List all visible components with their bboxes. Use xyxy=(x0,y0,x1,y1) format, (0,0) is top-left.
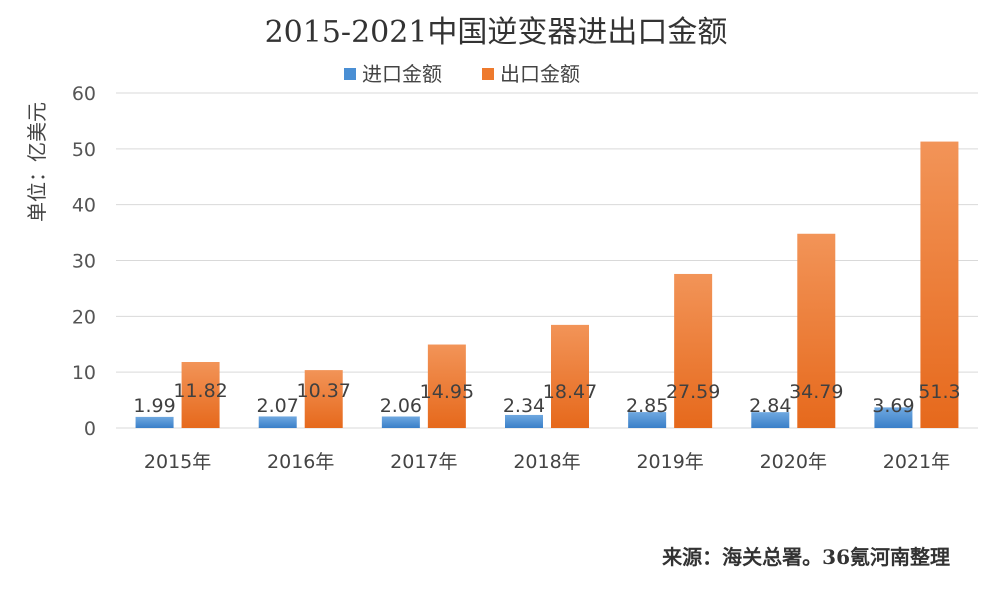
data-label: 2.07 xyxy=(257,395,299,417)
y-axis-ticks: 0 10 20 30 40 50 60 xyxy=(72,83,96,440)
bar-export xyxy=(674,273,713,428)
x-tick-label: 2019年 xyxy=(636,451,703,473)
x-axis-ticks: 2015年 2016年 2017年 2018年 2019年 2020年 2021年 xyxy=(144,451,950,473)
y-tick-label: 20 xyxy=(72,306,96,328)
gridlines xyxy=(116,92,978,429)
data-label: 2.34 xyxy=(503,395,545,417)
data-label: 10.37 xyxy=(297,380,351,402)
y-tick-label: 40 xyxy=(72,195,96,217)
data-label: 1.99 xyxy=(133,395,175,417)
legend-swatch xyxy=(344,68,356,80)
data-label: 11.82 xyxy=(173,380,227,402)
data-label: 2.84 xyxy=(749,395,791,417)
data-label: 27.59 xyxy=(666,381,720,403)
bars xyxy=(135,141,959,428)
bar-import xyxy=(628,412,667,428)
x-tick-label: 2015年 xyxy=(144,451,211,473)
bar-export xyxy=(427,344,466,428)
y-tick-label: 30 xyxy=(72,251,96,273)
data-label: 2.85 xyxy=(626,395,668,417)
bar-import xyxy=(874,407,913,428)
legend-label: 进口金额 xyxy=(362,62,442,86)
data-label: 2.06 xyxy=(380,395,422,417)
data-label: 51.3 xyxy=(918,381,960,403)
bar-export xyxy=(920,141,959,428)
y-axis-label: 单位：亿美元 xyxy=(25,102,49,222)
legend: 进口金额 出口金额 xyxy=(344,62,580,86)
bar-export xyxy=(181,362,220,428)
bar-import xyxy=(258,416,297,428)
bar-export xyxy=(797,233,836,428)
bar-import xyxy=(751,412,790,428)
y-tick-label: 10 xyxy=(72,362,96,384)
bar-import xyxy=(381,416,420,428)
y-tick-label: 50 xyxy=(72,139,96,161)
data-label: 34.79 xyxy=(789,381,843,403)
x-tick-label: 2018年 xyxy=(513,451,580,473)
legend-swatch xyxy=(482,68,494,80)
x-tick-label: 2017年 xyxy=(390,451,457,473)
x-tick-label: 2021年 xyxy=(883,451,950,473)
y-tick-label: 0 xyxy=(84,418,96,440)
x-tick-label: 2020年 xyxy=(760,451,827,473)
legend-label: 出口金额 xyxy=(500,62,580,86)
source-note: 来源：海关总署。36氪河南整理 xyxy=(661,545,950,569)
bar-export xyxy=(304,370,343,428)
data-label: 3.69 xyxy=(872,395,914,417)
bar-import xyxy=(135,416,174,428)
data-label: 14.95 xyxy=(420,381,474,403)
data-label: 18.47 xyxy=(543,381,597,403)
bar-export xyxy=(551,324,589,428)
x-tick-label: 2016年 xyxy=(267,451,334,473)
bar-import xyxy=(505,414,543,428)
chart-title: 2015-2021中国逆变器进出口金额 xyxy=(265,15,728,50)
y-tick-label: 60 xyxy=(72,83,96,105)
